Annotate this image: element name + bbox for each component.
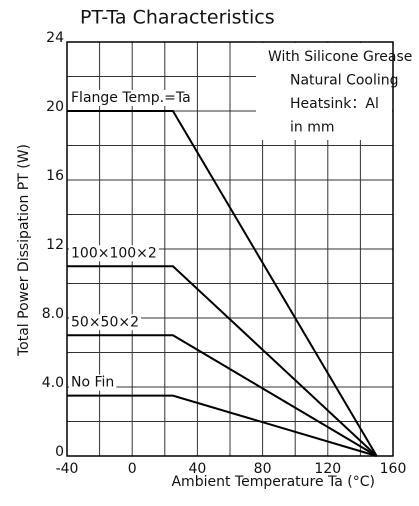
annotation: in mm — [290, 120, 335, 136]
y-tick-label: 4.0 — [42, 375, 64, 391]
annotation: Natural Cooling — [290, 73, 399, 89]
y-tick-label: 8.0 — [42, 306, 64, 322]
x-tick-label: 160 — [380, 461, 407, 477]
x-tick-label: 80 — [254, 461, 272, 477]
x-tick-label: 120 — [314, 461, 341, 477]
x-tick-label: 40 — [188, 461, 206, 477]
series-label-bg — [69, 374, 117, 391]
y-tick-label: 24 — [46, 30, 64, 46]
series-label-bg — [69, 90, 193, 106]
y-tick-label: 20 — [46, 99, 64, 115]
series-label: 100×100×2 — [71, 245, 157, 261]
series-label: Flange Temp.=Ta — [71, 90, 191, 106]
y-tick-label: 12 — [46, 237, 64, 253]
y-axis-label: Total Power Dissipation PT (W) — [16, 144, 32, 357]
series-line — [67, 334, 378, 457]
x-tick-label: -40 — [56, 461, 79, 477]
series-label-bg — [69, 245, 159, 262]
series-line — [67, 110, 378, 457]
y-tick-label: 16 — [46, 168, 64, 184]
annotation: Heatsink：Al — [290, 96, 379, 112]
series-line — [67, 394, 377, 457]
series-line — [67, 265, 378, 457]
series-label: 50×50×2 — [71, 314, 139, 330]
series-label-bg — [69, 314, 141, 331]
y-tick-label: 0 — [55, 444, 64, 460]
x-tick-label: 0 — [128, 461, 137, 477]
annotation: With Silicone Grease — [268, 49, 412, 65]
series-label: No Fin — [71, 375, 114, 391]
x-axis-label: Ambient Temperature Ta (°C) — [171, 474, 375, 490]
chart-title: PT-Ta Characteristics — [80, 7, 275, 29]
annotation-box — [256, 43, 392, 140]
plot-frame — [66, 41, 394, 457]
